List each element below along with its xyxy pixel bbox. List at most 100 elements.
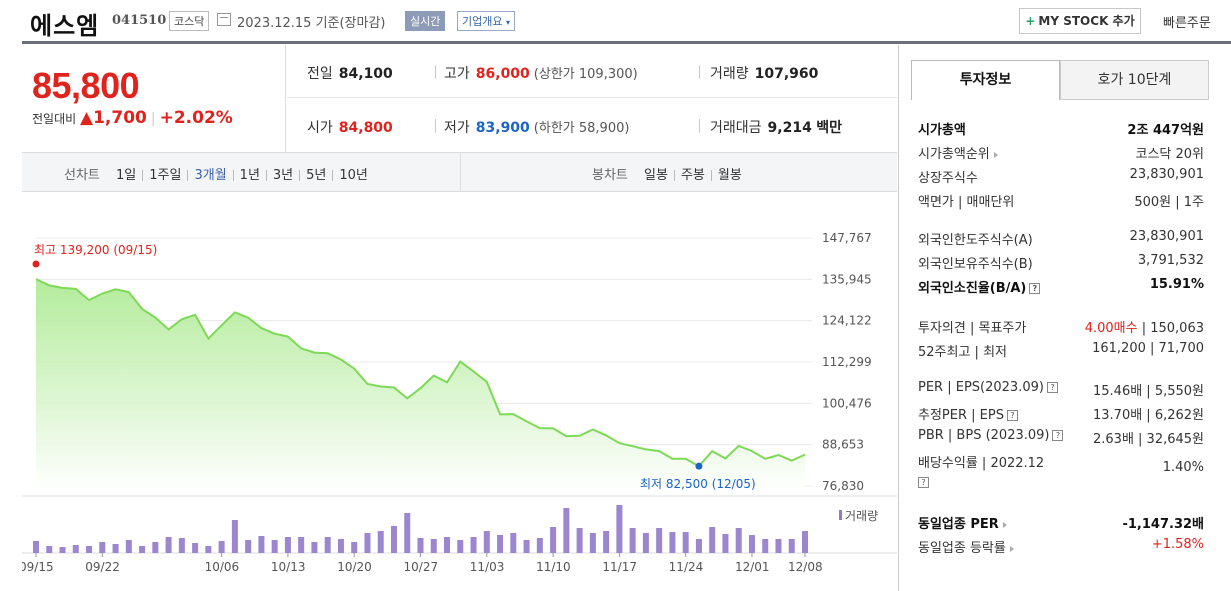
- volume-bar: [351, 542, 358, 553]
- info-row: 52주최고 | 최저 161,200 | 71,700: [911, 338, 1209, 362]
- volume-bar: [404, 513, 411, 553]
- candle-weekly[interactable]: 주봉: [680, 168, 705, 183]
- x-tick-label: 09/15: [22, 560, 54, 574]
- info-panel: 투자정보 호가 10단계 시가총액 2조 447억원 시가총액순위 코스닥 20위 …: [898, 45, 1231, 591]
- volume-bar: [788, 539, 795, 553]
- info-row[interactable]: 동일업종 등락률 +1.58%: [911, 534, 1209, 558]
- y-tick-label: 88,653: [822, 438, 864, 452]
- info-row: PER | EPS(2023.09)? 15.46배 | 5,550원: [911, 377, 1209, 401]
- prev-close: 전일 84,100: [307, 63, 393, 83]
- x-tick-label: 11/24: [669, 560, 704, 574]
- info-key-text: 동일업종 등락률: [918, 541, 1006, 556]
- period-1w[interactable]: 1주일: [149, 168, 182, 183]
- volume-bar: [457, 540, 464, 553]
- y-tick-label: 147,767: [822, 231, 872, 245]
- info-row[interactable]: 시가총액순위 코스닥 20위: [911, 140, 1209, 164]
- period-10y[interactable]: 10년: [339, 168, 368, 183]
- divider: [699, 65, 700, 79]
- volume-bar: [682, 532, 689, 553]
- high-marker: [32, 260, 40, 268]
- period-1d[interactable]: 1일: [116, 168, 137, 183]
- chevron-down-icon: ▾: [505, 18, 510, 27]
- plus-icon: +: [1025, 14, 1036, 28]
- volume-bar: [271, 540, 278, 553]
- candle-chart-periods: 봉차트 일봉 주봉 월봉: [592, 164, 742, 183]
- volume-bar: [510, 533, 517, 553]
- price-change: 전일대비 ▲1,700 | +2.02%: [32, 108, 233, 128]
- help-icon[interactable]: ?: [1052, 430, 1064, 441]
- candle-daily[interactable]: 일봉: [644, 168, 668, 183]
- volume-bar: [72, 545, 79, 553]
- volume-bar: [762, 539, 769, 553]
- company-overview-button[interactable]: 기업개요 ▾: [457, 11, 515, 31]
- info-key: 외국인한도주식수(A): [918, 233, 1033, 248]
- help-icon[interactable]: ?: [1046, 382, 1058, 393]
- volume-bar: [165, 537, 172, 553]
- info-row[interactable]: 동일업종 PER -1,147.32배: [911, 510, 1209, 534]
- x-tick-label: 11/03: [470, 560, 505, 574]
- volume-bar: [695, 539, 702, 553]
- stock-header: 에스엠 041510 코스닥 2023.12.15 기준(장마감) 실시간 기업…: [22, 0, 1231, 44]
- info-value: 15.91%: [1149, 277, 1204, 292]
- volume-bar: [642, 533, 649, 553]
- target-price: | 150,063: [1137, 321, 1204, 336]
- low-value: 83,900: [475, 120, 530, 136]
- info-row: 시가총액 2조 447억원: [911, 116, 1209, 140]
- volume-bar: [311, 542, 318, 553]
- info-row: 액면가 | 매매단위 500원 | 1주: [911, 188, 1209, 212]
- info-row: 외국인한도주식수(A) 23,830,901: [911, 226, 1209, 250]
- volume-bar: [709, 527, 716, 553]
- quote-row: 전일 84,100 고가 86,000 (상한가 109,300) 거래량 107,96…: [287, 45, 897, 98]
- calendar-icon: [217, 13, 231, 26]
- tab-investment-info[interactable]: 투자정보: [911, 60, 1060, 100]
- upper-limit: (상한가 109,300): [533, 67, 638, 82]
- tab-hoga-10[interactable]: 호가 10단계: [1060, 60, 1209, 100]
- volume-bar: [324, 537, 331, 553]
- info-key-text: PER | EPS(2023.09): [918, 380, 1044, 395]
- price-line: [35, 278, 806, 468]
- volume-bar: [523, 540, 530, 553]
- period-5y[interactable]: 5년: [306, 168, 327, 183]
- volume-bar: [112, 544, 119, 553]
- info-value: 15.46배 | 5,550원: [1093, 384, 1204, 399]
- help-icon[interactable]: ?: [1006, 410, 1018, 421]
- volume-bar: [364, 533, 371, 553]
- info-key: 시가총액: [918, 123, 966, 138]
- volume-bar: [33, 541, 39, 553]
- y-tick-label: 124,122: [822, 314, 872, 328]
- info-group-industry: 동일업종 PER -1,147.32배 동일업종 등락률 +1.58%: [911, 502, 1209, 558]
- price-chart: 147,767 135,945 124,122 112,299 100,476 88,65…: [22, 193, 897, 591]
- volume-bar: [576, 528, 583, 553]
- realtime-button[interactable]: 실시간: [405, 11, 446, 31]
- info-key: PBR | BPS (2023.09)?: [918, 428, 1064, 443]
- line-chart-periods: 선차트 1일 1주일 3개월 1년 3년 5년 10년: [64, 164, 368, 183]
- my-stock-add-button[interactable]: + MY STOCK 추가: [1019, 8, 1141, 34]
- period-3y[interactable]: 3년: [272, 168, 294, 183]
- period-1y[interactable]: 1년: [239, 168, 260, 183]
- volume-bar: [483, 531, 490, 553]
- divider: [435, 65, 436, 79]
- divider: [673, 170, 675, 181]
- x-tick-label: 10/13: [271, 560, 306, 574]
- y-tick-label: 100,476: [822, 396, 872, 410]
- quick-order-link[interactable]: 빠른주문: [1163, 16, 1211, 31]
- period-3m[interactable]: 3개월: [194, 168, 227, 183]
- volume-bar: [178, 538, 185, 553]
- low-marker: [695, 462, 703, 470]
- low-label: 저가: [444, 120, 470, 136]
- candle-monthly[interactable]: 월봉: [717, 168, 742, 183]
- volume-bar: [192, 543, 199, 553]
- help-icon[interactable]: ?: [1029, 283, 1041, 294]
- y-tick-label: 112,299: [822, 355, 872, 369]
- amount-unit: 백만: [816, 120, 843, 136]
- volume-label: 거래량: [710, 66, 749, 82]
- opinion-value: 4.00매수: [1084, 321, 1138, 336]
- divider: |: [150, 111, 156, 127]
- help-icon[interactable]: ?: [918, 477, 929, 488]
- volume-bar: [337, 539, 344, 553]
- x-tick-label: 12/08: [788, 560, 823, 574]
- info-row: 상장주식수 23,830,901: [911, 164, 1209, 188]
- info-value: 2조 447억원: [1127, 123, 1204, 138]
- info-key-text: 외국인소진율(B/A): [918, 281, 1027, 296]
- info-value: 1.40%: [1162, 460, 1204, 475]
